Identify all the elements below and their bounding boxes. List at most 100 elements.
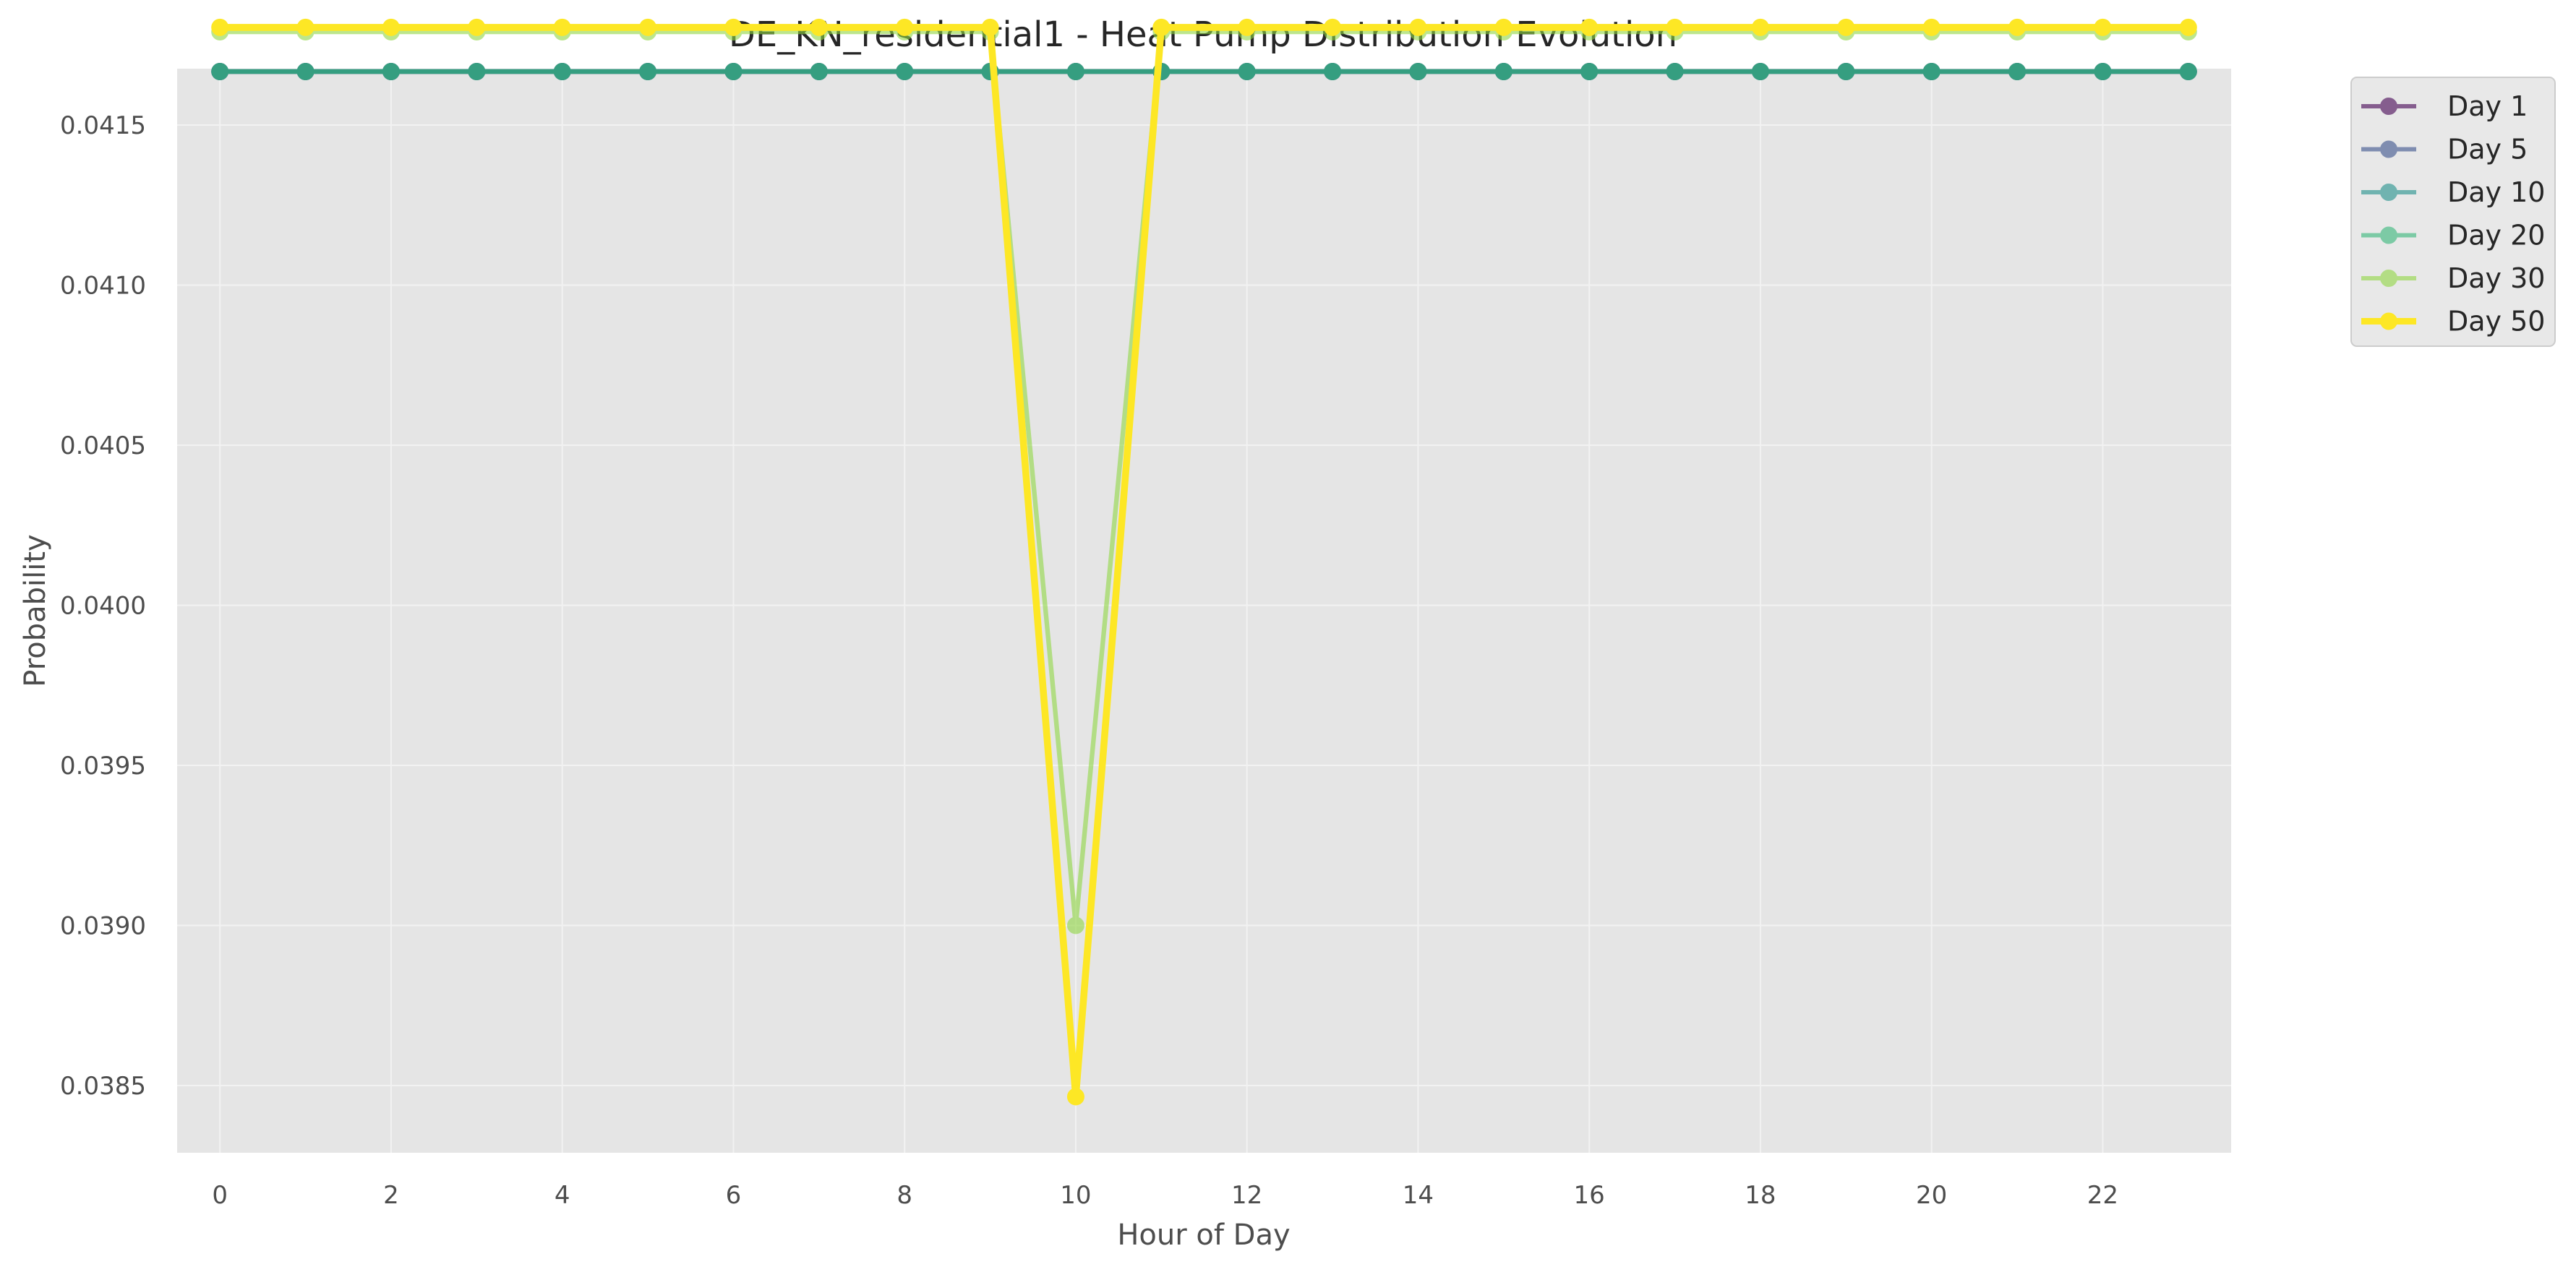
legend-item-day-10: Day 10 (2361, 176, 2545, 208)
y-tick-label: 0.0415 (60, 111, 146, 140)
legend-dot (2380, 184, 2397, 201)
data-point-day-20 (1238, 62, 1256, 80)
data-point-day-50 (1922, 18, 1940, 36)
data-point-day-50 (468, 18, 486, 36)
legend-marker (2361, 184, 2416, 201)
legend-dot (2380, 98, 2397, 115)
x-tick-label: 16 (1574, 1181, 1605, 1210)
x-tick-label: 14 (1403, 1181, 1434, 1210)
legend-item-day-30: Day 30 (2361, 262, 2545, 294)
x-tick-label: 2 (383, 1181, 399, 1210)
data-point-day-50 (2094, 18, 2112, 36)
x-tick-label: 10 (1060, 1181, 1091, 1210)
data-point-day-20 (382, 62, 400, 80)
data-point-day-20 (1324, 62, 1342, 80)
y-tick-label: 0.0395 (60, 752, 146, 781)
legend-marker (2361, 312, 2416, 330)
data-point-day-30 (1066, 916, 1084, 934)
y-tick-label: 0.0410 (60, 271, 146, 300)
x-tick-label: 12 (1231, 1181, 1262, 1210)
data-point-day-50 (1837, 18, 1855, 36)
plot-area (177, 69, 2231, 1153)
legend-item-day-20: Day 20 (2361, 220, 2545, 252)
legend-marker (2361, 270, 2416, 287)
data-point-day-20 (2008, 62, 2027, 80)
data-point-day-50 (296, 18, 314, 36)
data-point-day-50 (1666, 18, 1684, 36)
data-point-day-20 (1066, 62, 1084, 80)
data-point-day-20 (896, 62, 914, 80)
x-tick-label: 4 (555, 1181, 570, 1210)
data-point-day-50 (1751, 18, 1769, 36)
legend-marker (2361, 98, 2416, 115)
legend-label: Day 5 (2447, 134, 2528, 166)
y-axis-ticks: 0.0385 0.0390 0.0395 0.0400 0.0405 0.0410 0.04… (60, 111, 146, 1101)
series-line-day-30 (220, 29, 2188, 928)
data-point-day-50 (553, 18, 571, 36)
x-axis-ticks: 0 2 4 6 8 10 12 14 16 18 20 22 (212, 1181, 2118, 1210)
data-point-day-20 (2094, 62, 2112, 80)
data-point-day-20 (639, 62, 657, 80)
data-point-day-50 (1494, 18, 1512, 36)
data-point-day-20 (211, 62, 229, 80)
x-tick-label: 6 (726, 1181, 742, 1210)
series-line-day-50 (220, 24, 2188, 1101)
x-tick-label: 18 (1745, 1181, 1776, 1210)
data-point-day-50 (211, 18, 229, 36)
legend-label: Day 1 (2447, 90, 2528, 122)
data-point-day-50 (2008, 18, 2027, 36)
series-day-50 (211, 18, 2197, 1106)
legend-entries: Day 1 Day 5 Day 10 Day 20 Day 30 Day 50 (2361, 90, 2545, 338)
data-point-day-50 (1152, 18, 1171, 36)
data-point-day-20 (1666, 62, 1684, 80)
legend-label: Day 50 (2447, 306, 2545, 338)
y-tick-label: 0.0385 (60, 1072, 146, 1101)
data-point-day-20 (724, 62, 743, 80)
y-tick-label: 0.0390 (60, 911, 146, 940)
legend-dot (2380, 312, 2397, 330)
legend-label: Day 30 (2447, 262, 2545, 294)
legend-label: Day 20 (2447, 220, 2545, 252)
legend-dot (2380, 140, 2397, 158)
data-point-day-20 (1837, 62, 1855, 80)
series-day-20 (211, 62, 2197, 80)
data-point-day-20 (1409, 62, 1427, 80)
legend-label: Day 10 (2447, 176, 2545, 208)
data-point-day-20 (468, 62, 486, 80)
data-point-day-50 (1324, 18, 1342, 36)
data-point-day-50 (639, 18, 657, 36)
chart-title: DE_KN_residential1 - Heat Pump Distribut… (729, 14, 1677, 55)
x-tick-label: 22 (2087, 1181, 2118, 1210)
legend-dot (2380, 270, 2397, 287)
data-point-day-50 (1238, 18, 1256, 36)
y-tick-label: 0.0400 (60, 591, 146, 620)
legend-item-day-5: Day 5 (2361, 134, 2528, 166)
x-tick-label: 20 (1916, 1181, 1947, 1210)
data-point-day-20 (1580, 62, 1599, 80)
data-point-day-50 (981, 18, 999, 36)
legend-marker (2361, 140, 2416, 158)
legend: Day 1 Day 5 Day 10 Day 20 Day 30 Day 50 (2350, 77, 2556, 347)
x-tick-label: 0 (212, 1181, 228, 1210)
grid-lines (177, 69, 2231, 1153)
data-point-day-20 (1494, 62, 1512, 80)
data-point-day-20 (553, 62, 571, 80)
data-point-day-50 (2179, 18, 2197, 36)
data-point-day-50 (810, 18, 828, 36)
data-point-day-50 (1066, 1088, 1084, 1106)
data-point-day-20 (296, 62, 314, 80)
x-tick-label: 8 (897, 1181, 912, 1210)
data-point-day-50 (724, 18, 743, 36)
y-axis-label: Probability (19, 534, 52, 687)
legend-dot (2380, 226, 2397, 244)
series-lines (211, 18, 2197, 1106)
y-tick-label: 0.0405 (60, 431, 146, 460)
data-point-day-20 (810, 62, 828, 80)
data-point-day-20 (1922, 62, 1940, 80)
data-point-day-50 (1580, 18, 1599, 36)
legend-marker (2361, 226, 2416, 244)
legend-item-day-50: Day 50 (2361, 306, 2545, 338)
data-point-day-50 (1409, 18, 1427, 36)
x-axis-label: Hour of Day (1117, 1219, 1290, 1252)
data-point-day-20 (1751, 62, 1769, 80)
